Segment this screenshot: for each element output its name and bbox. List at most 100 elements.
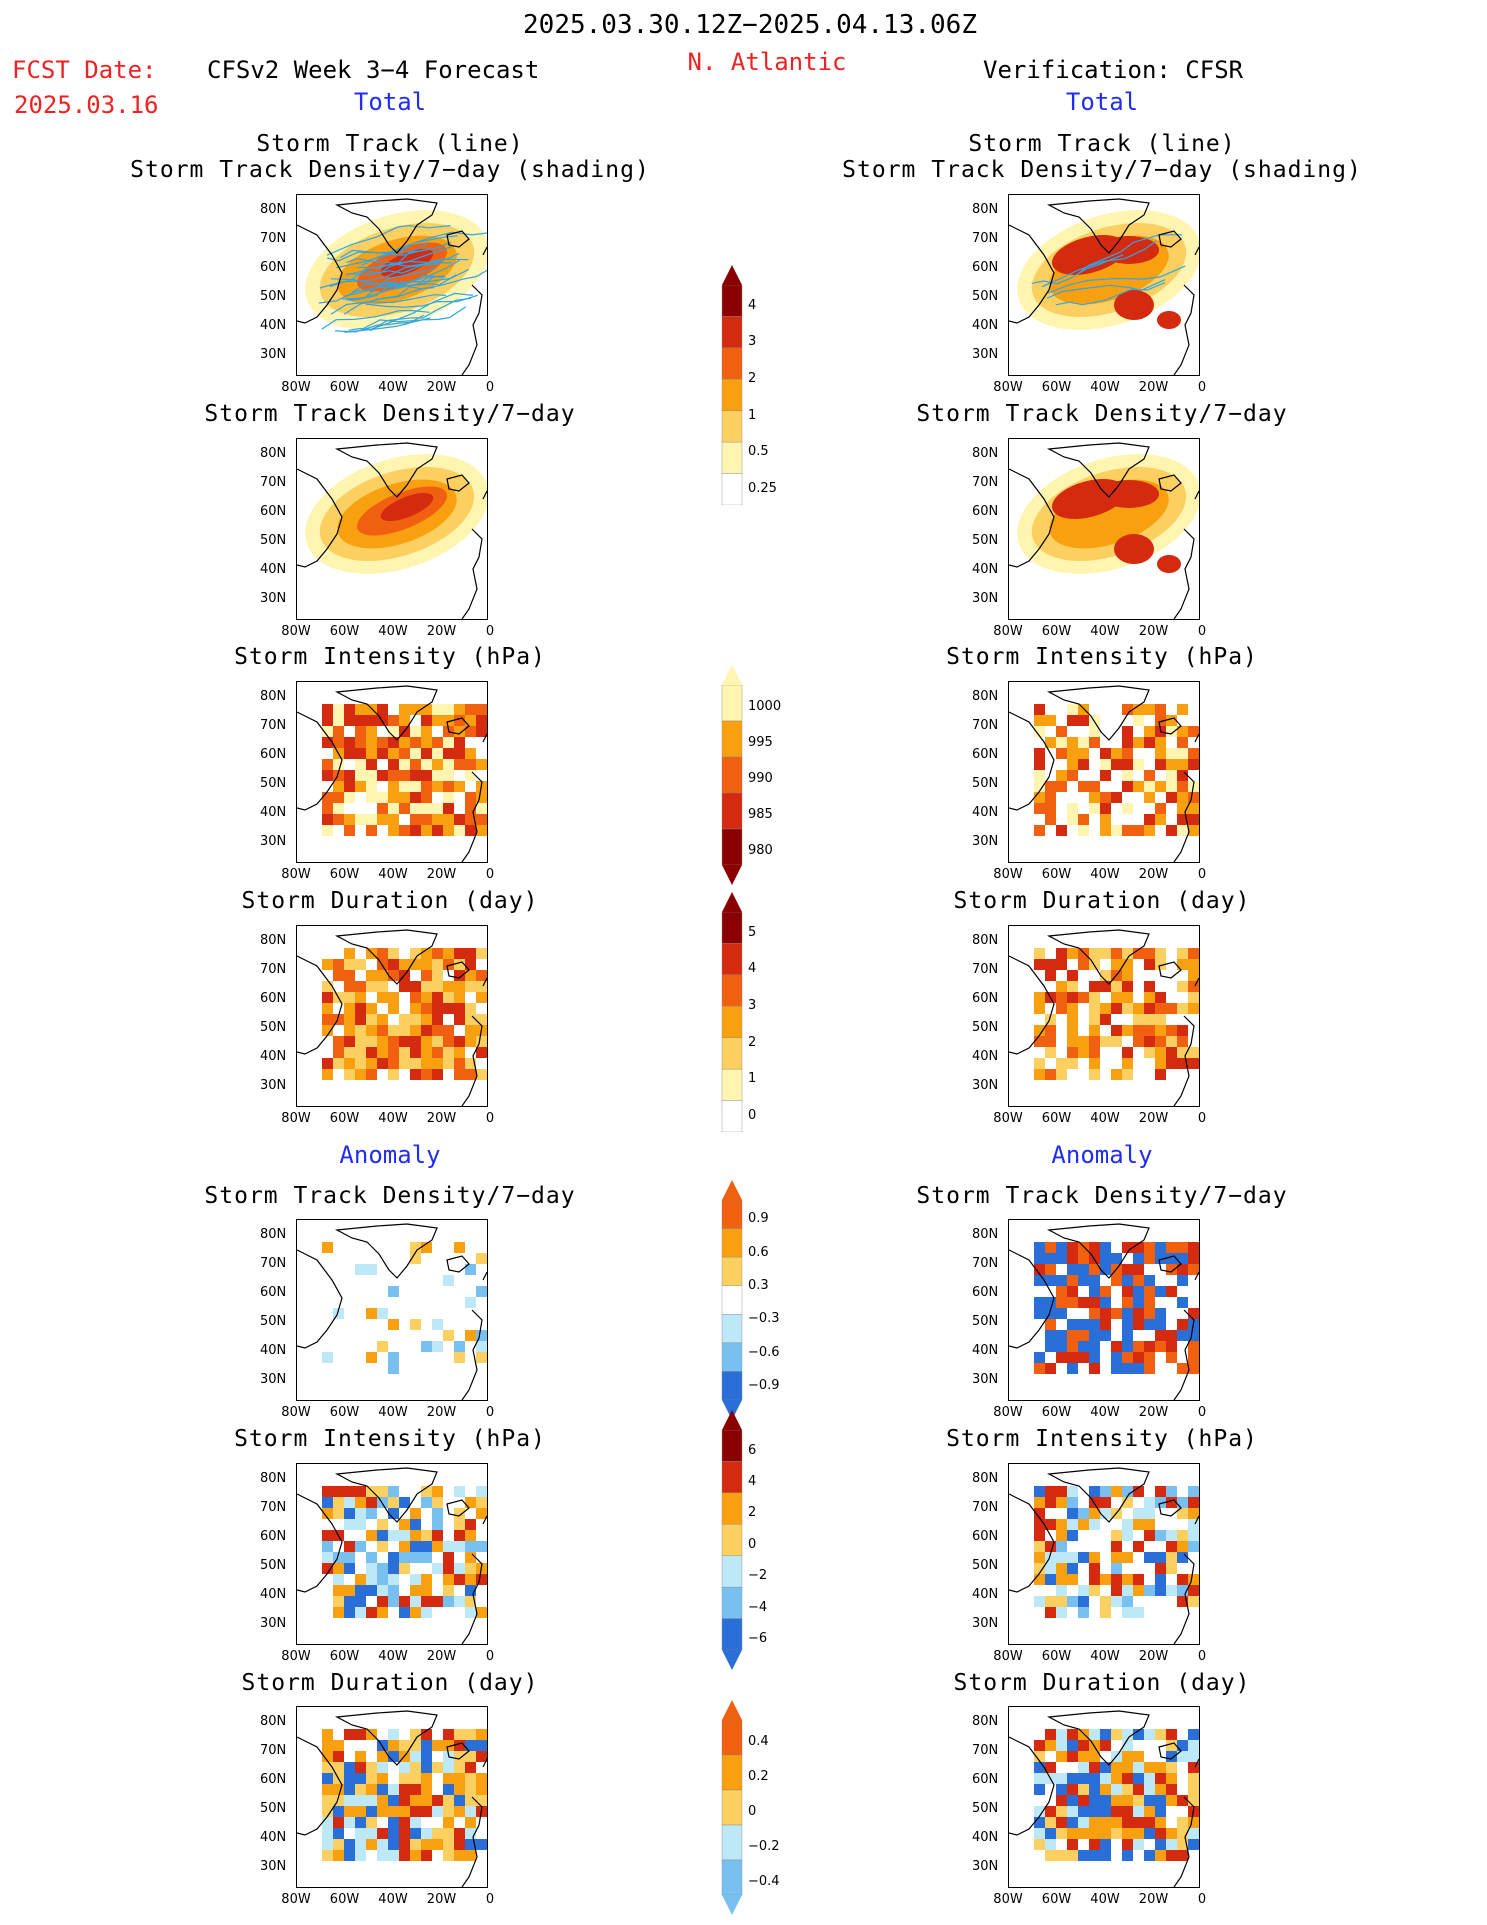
title-track-line-right: Storm Track (line)	[968, 131, 1236, 157]
duration-anomaly-cell	[399, 1784, 410, 1795]
duration-anomaly-cell	[1078, 1806, 1089, 1817]
intensity-anomaly-cell	[322, 1530, 333, 1541]
colorbar-cap-top	[722, 1180, 742, 1200]
latitude-label: 40N	[260, 1587, 287, 1602]
intensity-cell	[1166, 792, 1177, 803]
intensity-anomaly-cell	[1144, 1519, 1155, 1530]
latitude-label: 70N	[260, 475, 287, 490]
intensity-anomaly-cell	[344, 1585, 355, 1596]
intensity-cell	[1056, 748, 1067, 759]
density-anomaly-cell	[1155, 1330, 1166, 1341]
colorbar-segment	[721, 347, 743, 380]
duration-anomaly-cell	[1089, 1729, 1100, 1740]
intensity-anomaly-cell	[344, 1508, 355, 1519]
coastline	[334, 685, 438, 741]
intensity-cell	[1188, 759, 1199, 770]
density-anomaly-cell	[1144, 1242, 1155, 1253]
density-anomaly-cell	[1133, 1253, 1144, 1264]
intensity-anomaly-cell	[388, 1563, 399, 1574]
duration-cell	[1188, 1058, 1199, 1069]
duration-anomaly-cell	[1089, 1795, 1100, 1806]
intensity-cell	[366, 726, 377, 737]
intensity-cell	[1166, 781, 1177, 792]
duration-cell	[1166, 1025, 1177, 1036]
duration-cell	[1089, 1047, 1100, 1058]
coastline	[461, 1796, 483, 1887]
latitude-label: 80N	[972, 689, 999, 704]
latitude-label: 60N	[972, 504, 999, 519]
latitude-label: 50N	[972, 289, 999, 304]
duration-anomaly-cell	[410, 1740, 421, 1751]
intensity-anomaly-cell	[1188, 1486, 1199, 1497]
coastline	[461, 528, 483, 619]
intensity-anomaly-cell	[1133, 1519, 1144, 1530]
latitude-label: 70N	[260, 1256, 287, 1271]
colorbar-label: 995	[748, 735, 773, 751]
latitude-label: 60N	[972, 991, 999, 1006]
intensity-anomaly-cell	[1155, 1552, 1166, 1563]
duration-cell	[1056, 959, 1067, 970]
longitude-label: 80W	[993, 1405, 1023, 1420]
duration-anomaly-cell	[1144, 1784, 1155, 1795]
intensity-cell	[344, 792, 355, 803]
coastline	[482, 490, 487, 500]
duration-anomaly-cell	[1089, 1751, 1100, 1762]
title-intensity-right: Storm Intensity (hPa)	[946, 644, 1258, 670]
duration-anomaly-cell	[1122, 1740, 1133, 1751]
density-anomaly-cell	[1067, 1297, 1078, 1308]
intensity-cell	[1056, 825, 1067, 836]
duration-cell	[1100, 1014, 1111, 1025]
intensity-anomaly-cell	[1133, 1508, 1144, 1519]
duration-anomaly-cell	[355, 1850, 366, 1861]
coastline	[446, 961, 470, 979]
intensity-anomaly-cell	[377, 1486, 388, 1497]
duration-anomaly-cell	[388, 1817, 399, 1828]
duration-cell	[333, 1014, 344, 1025]
duration-cell	[344, 1036, 355, 1047]
density-anomaly-cell	[1155, 1253, 1166, 1264]
intensity-cell	[1155, 814, 1166, 825]
duration-anomaly-cell	[377, 1751, 388, 1762]
duration-anomaly-cell	[1089, 1773, 1100, 1784]
duration-cell	[1188, 1047, 1199, 1058]
coastline	[297, 1736, 343, 1836]
duration-anomaly-cell	[1122, 1817, 1133, 1828]
density-anomaly-cell	[1133, 1319, 1144, 1330]
density-anomaly-cell	[1111, 1363, 1122, 1374]
duration-cell	[333, 1036, 344, 1047]
duration-cell	[1122, 1003, 1133, 1014]
intensity-cell	[1122, 726, 1133, 737]
duration-anomaly-cell	[465, 1729, 476, 1740]
density-anomaly-cell	[1122, 1242, 1133, 1253]
verification-title: Verification: CFSR	[983, 56, 1244, 84]
duration-anomaly-cell	[333, 1784, 344, 1795]
intensity-anomaly-cell	[1111, 1541, 1122, 1552]
duration-cell	[465, 1036, 476, 1047]
longitude-label: 60W	[1041, 380, 1072, 395]
density-anomaly-cell	[1144, 1286, 1155, 1297]
duration-cell	[355, 1025, 366, 1036]
colorbar-label: 0.6	[748, 1244, 769, 1260]
latitude-label: 50N	[972, 533, 999, 548]
intensity-cell	[1166, 726, 1177, 737]
latitude-label: 30N	[972, 1372, 999, 1387]
duration-anomaly-cell	[322, 1751, 333, 1762]
intensity-cell	[1045, 737, 1056, 748]
density-anomaly-cell	[1100, 1330, 1111, 1341]
duration-cell	[421, 948, 432, 959]
duration-anomaly-cell	[1056, 1740, 1067, 1751]
latitude-label: 70N	[972, 1500, 999, 1515]
title-track-line-left: Storm Track (line)	[256, 131, 524, 157]
duration-cell	[366, 1069, 377, 1080]
duration-anomaly-cell	[454, 1784, 465, 1795]
duration-anomaly-cell	[1133, 1751, 1144, 1762]
latitude-label: 30N	[260, 1859, 287, 1874]
latitude-label: 80N	[972, 933, 999, 948]
intensity-anomaly-cell	[355, 1585, 366, 1596]
colorbar-segment	[721, 1618, 743, 1651]
duration-cell	[366, 1014, 377, 1025]
duration-anomaly-cell	[1144, 1806, 1155, 1817]
coastline	[334, 442, 438, 498]
duration-anomaly-cell	[1078, 1740, 1089, 1751]
latitude-label: 40N	[260, 805, 287, 820]
